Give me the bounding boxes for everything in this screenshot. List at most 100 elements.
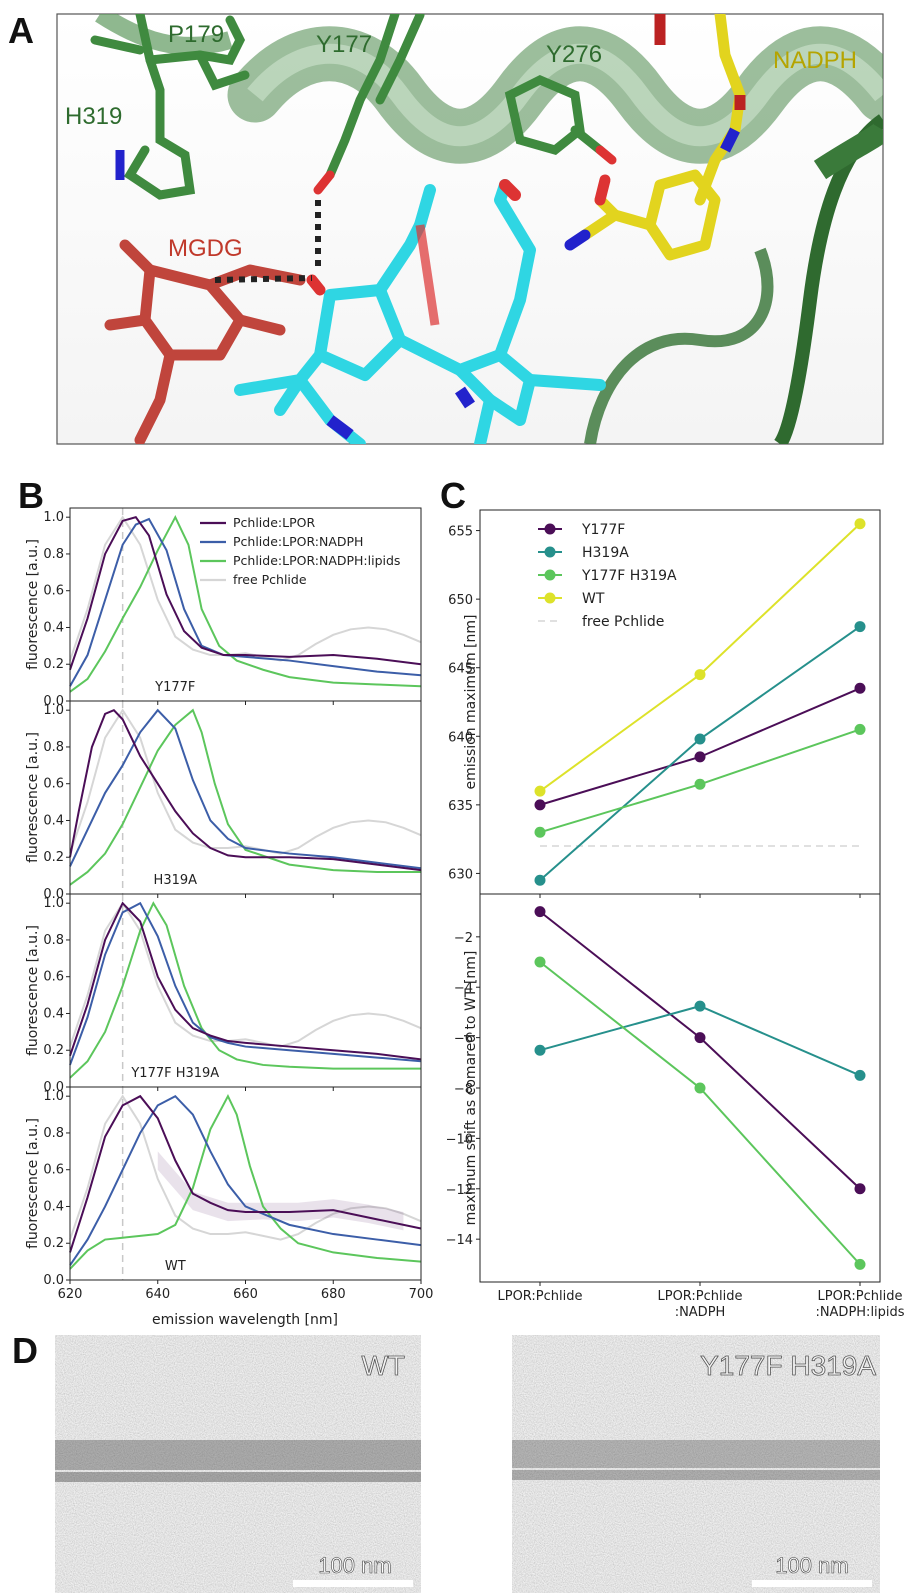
legend-marker (544, 546, 556, 558)
y-tick-label: 1.0 (43, 510, 64, 525)
scalebar-wt (293, 1580, 413, 1587)
subplot-label: H319A (154, 873, 198, 888)
series-line (69, 1094, 422, 1253)
series-line (69, 1094, 422, 1266)
y-axis-label: fluorescence [a.u.] (25, 539, 41, 670)
legend-label: Pchlide:LPOR:NADPH:lipids (233, 553, 400, 568)
series-line (69, 709, 422, 872)
emission-maximum-axes: 630 635 640 645 650 655 (448, 509, 881, 898)
legend-label: Y177F (581, 522, 625, 538)
emission-maximum-panel: 630 635 640 645 650 655 emission maximum [nm] −… (446, 509, 905, 1320)
data-point (854, 518, 866, 530)
y-tick-label: 1.0 (43, 703, 64, 718)
y-tick-label: 0.0 (43, 1273, 64, 1288)
label-h319: H319 (65, 103, 122, 130)
category-label: LPOR:Pchlide (817, 1289, 902, 1304)
series-line (69, 514, 422, 693)
subplot-label: WT (165, 1259, 186, 1274)
series-line (69, 517, 422, 687)
structure-panel: P179 Y177 Y276 NADPH H319 MGDG (56, 13, 884, 445)
spectra-subplot-wt: 0.0 0.2 0.4 0.6 0.8 1.0 620 640 660 680 700 fluores… (25, 1086, 434, 1302)
data-point (854, 1183, 866, 1195)
y-tick-label: 1.0 (43, 1089, 64, 1104)
y-tick-label: −10 (446, 1132, 473, 1147)
legend-label: free Pchlide (582, 614, 664, 630)
data-point (854, 621, 866, 633)
residue-y276 (504, 75, 605, 155)
y-tick-label: 0.0 (43, 1080, 64, 1095)
legend-marker (544, 569, 556, 581)
y-tick-label: 0.4 (43, 620, 64, 635)
y-tick-label: 0.2 (43, 850, 64, 865)
data-point (694, 751, 706, 763)
free-pchlide-line (69, 901, 422, 1048)
series-line (69, 901, 421, 1079)
data-point (534, 799, 546, 811)
series-line (69, 708, 421, 886)
micrograph-mutant-label: Y177F H319A (700, 1350, 876, 1381)
data-point (694, 733, 706, 745)
y-tick-label: 0.8 (43, 740, 64, 755)
legend-marker (544, 592, 556, 604)
data-point (854, 1258, 866, 1270)
data-point (534, 785, 546, 797)
data-point (694, 1000, 706, 1012)
h-bond (214, 275, 313, 283)
panel-letter-a: A (8, 10, 34, 51)
y-tick-label: 635 (448, 799, 473, 814)
data-point (534, 826, 546, 838)
y-tick-label: −12 (446, 1183, 473, 1198)
y-tick-label: −4 (454, 981, 473, 996)
y-tick-label: 630 (448, 867, 473, 882)
free-pchlide-line (69, 1094, 422, 1241)
micrograph-wt: WT 100 nm (55, 1335, 421, 1593)
axes-frame (479, 893, 881, 1283)
label-mgdg: MGDG (168, 235, 243, 262)
free-pchlide-line (69, 515, 422, 662)
y-tick-label: 0.2 (43, 657, 64, 672)
legend-label: WT (582, 591, 605, 607)
y-tick-label: 640 (448, 730, 473, 745)
x-tick-label: 700 (409, 1287, 434, 1302)
y-tick-label: 0.2 (43, 1043, 64, 1058)
free-pchlide-line (69, 708, 422, 855)
subplot-label: Y177F H319A (130, 1066, 219, 1081)
data-point (534, 1044, 546, 1056)
panel-letter-c: C (440, 475, 466, 516)
x-tick-label: 620 (58, 1287, 83, 1302)
label-p179: P179 (168, 21, 224, 48)
label-y276: Y276 (546, 41, 602, 68)
y-tick-label: 0.6 (43, 777, 64, 792)
ligand-nadph (579, 14, 746, 261)
y-axis-label: fluorescence [a.u.] (25, 732, 41, 863)
y-tick-label: 0.2 (43, 1236, 64, 1251)
residue-p179-h319 (90, 14, 250, 200)
series-line (69, 516, 422, 671)
shift-axes: −2 −4 −6 −8 −10 −12 −14 (446, 893, 881, 1286)
data-point (534, 906, 546, 918)
legend-marker (544, 523, 556, 535)
y-tick-label: 0.8 (43, 1126, 64, 1141)
y-tick-label: 0.6 (43, 970, 64, 985)
y-tick-label: −8 (454, 1082, 473, 1097)
legend-label: Y177F H319A (581, 568, 677, 584)
series-line (539, 910, 861, 1190)
category-label: LPOR:Pchlide (497, 1289, 582, 1304)
panel-letter-b: B (18, 475, 44, 516)
data-point (694, 669, 706, 681)
y-tick-label: 0.4 (43, 813, 64, 828)
x-tick-label: 640 (145, 1287, 170, 1302)
y-tick-label: 0.8 (43, 933, 64, 948)
legend-label: Pchlide:LPOR (233, 515, 315, 530)
y-tick-label: 0.0 (43, 694, 64, 709)
y-axis-label: fluorescence [a.u.] (25, 1118, 41, 1249)
subplot-label: Y177F (154, 680, 195, 695)
y-tick-label: 0.6 (43, 584, 64, 599)
b-xlabel: emission wavelength [nm] (152, 1312, 338, 1328)
y-tick-label: 0.6 (43, 1163, 64, 1178)
category-label: :NADPH:lipids (815, 1305, 904, 1320)
error-band (157, 1151, 404, 1231)
emission-spectra-panel: emission wavelength [nm] 0.0 0.2 0.4 0.6 0.8… (25, 507, 434, 1328)
